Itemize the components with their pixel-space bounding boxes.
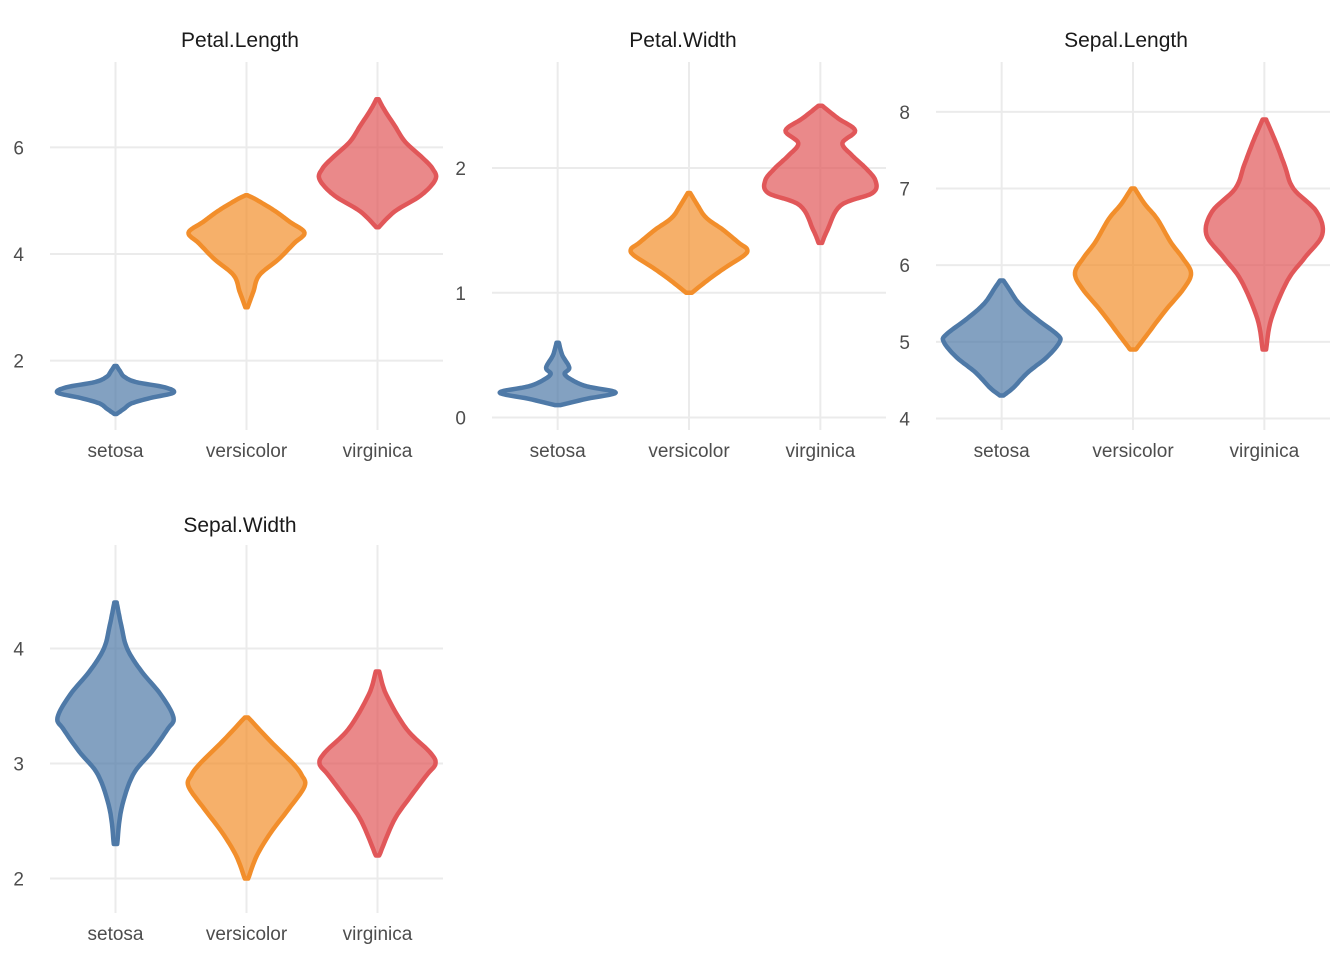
violin-virginica — [761, 103, 879, 246]
violin-versicolor — [186, 193, 307, 310]
x-tick-label: virginica — [785, 441, 855, 462]
y-tick-label: 2 — [13, 352, 24, 373]
violin-setosa — [55, 600, 176, 847]
x-tick-label: versicolor — [648, 441, 730, 462]
x-tick-label: setosa — [530, 441, 586, 462]
y-tick-label: 5 — [899, 333, 910, 354]
y-tick-label: 1 — [455, 284, 466, 305]
y-tick-label: 4 — [13, 640, 24, 661]
y-tick-label: 2 — [13, 870, 24, 891]
y-tick-label: 3 — [13, 755, 24, 776]
violin-versicolor — [185, 715, 308, 881]
violin-versicolor — [628, 190, 750, 296]
violin-setosa — [54, 363, 177, 417]
x-tick-label: versicolor — [206, 924, 288, 945]
x-tick-label: setosa — [88, 924, 144, 945]
violin-setosa — [497, 340, 618, 408]
y-tick-label: 6 — [899, 256, 910, 277]
x-tick-label: versicolor — [1092, 441, 1174, 462]
facet-panel-sepal-width: 2 3 4 setosa versicolor virginica Sepal.Width — [13, 514, 443, 945]
x-tick-label: virginica — [343, 441, 413, 462]
facet-title: Petal.Length — [181, 29, 299, 52]
y-tick-label: 2 — [455, 159, 466, 180]
y-tick-label: 4 — [13, 245, 24, 266]
y-tick-label: 8 — [899, 103, 910, 124]
x-tick-label: setosa — [88, 441, 144, 462]
facet-title: Sepal.Width — [183, 514, 296, 537]
violin-virginica — [316, 97, 439, 230]
x-tick-label: virginica — [1229, 441, 1299, 462]
y-tick-label: 0 — [455, 409, 466, 430]
x-tick-label: virginica — [343, 924, 413, 945]
violin-virginica — [1203, 117, 1326, 352]
x-tick-label: setosa — [974, 441, 1030, 462]
violin-virginica — [317, 669, 438, 858]
x-tick-label: versicolor — [206, 441, 288, 462]
violin-versicolor — [1072, 186, 1194, 352]
y-tick-label: 6 — [13, 138, 24, 159]
facet-panel-petal-length: 2 4 6 setosa versicolor virginica Petal.Length — [13, 29, 443, 462]
y-tick-label: 4 — [899, 410, 910, 431]
facet-panel-petal-width: 0 1 2 setosa versicolor virginica Petal.Width — [455, 29, 886, 462]
facet-panel-sepal-length: 4 5 6 7 8 setosa versicolor virginica Sepal.Leng… — [899, 29, 1330, 462]
y-tick-label: 7 — [899, 180, 910, 201]
facet-title: Petal.Width — [629, 29, 736, 52]
facet-title: Sepal.Length — [1064, 29, 1188, 52]
violin-setosa — [940, 278, 1063, 398]
